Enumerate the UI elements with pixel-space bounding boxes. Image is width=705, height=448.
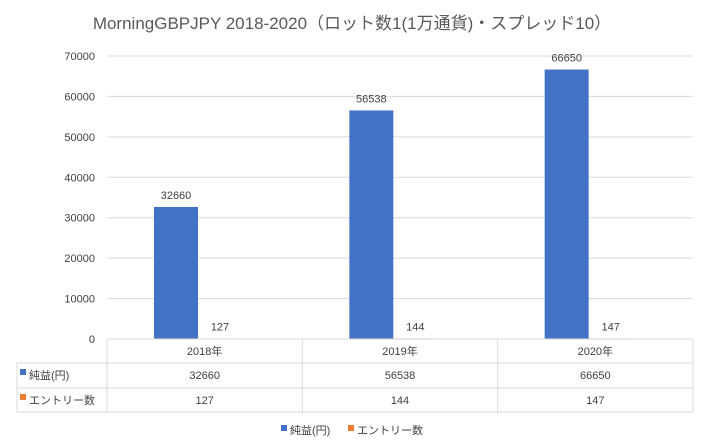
data-label: 66650: [551, 53, 582, 65]
legend-swatch: [348, 425, 354, 431]
table-cell: 127: [195, 395, 213, 407]
table-cell: 32660: [189, 370, 220, 382]
y-tick-label: 20000: [64, 253, 95, 265]
table-cell: 66650: [580, 370, 611, 382]
bar: [544, 69, 589, 339]
data-label: 147: [601, 321, 619, 333]
table-cell: 147: [586, 395, 604, 407]
y-tick-label: 50000: [64, 132, 95, 144]
table-row-label: エントリー数: [29, 394, 95, 407]
bar: [349, 110, 394, 339]
data-label: 32660: [161, 190, 192, 202]
table-row-label: 純益(円): [29, 368, 69, 382]
table-cell: 144: [391, 395, 409, 407]
y-tick-label: 0: [89, 334, 95, 346]
y-tick-label: 30000: [64, 213, 95, 225]
data-label: 144: [406, 321, 424, 333]
x-tick-label: 2018年: [187, 344, 222, 358]
legend-label: 純益(円): [290, 423, 330, 437]
table-cell: 56538: [385, 370, 416, 382]
x-tick-label: 2019年: [382, 344, 417, 358]
y-tick-label: 40000: [64, 172, 95, 184]
y-tick-label: 10000: [64, 294, 95, 306]
legend-swatch: [281, 425, 287, 431]
legend-key: [20, 369, 26, 375]
y-tick-label: 70000: [64, 51, 95, 63]
legend-key: [20, 394, 26, 400]
data-label: 127: [211, 321, 229, 333]
data-label: 56538: [356, 93, 387, 105]
y-tick-label: 60000: [64, 91, 95, 103]
x-tick-label: 2020年: [578, 344, 613, 358]
bar: [154, 206, 198, 339]
legend-label: エントリー数: [357, 424, 423, 437]
chart-title: MorningGBPJPY 2018-2020（ロット数1(1万通貨)・スプレッ…: [93, 14, 611, 33]
